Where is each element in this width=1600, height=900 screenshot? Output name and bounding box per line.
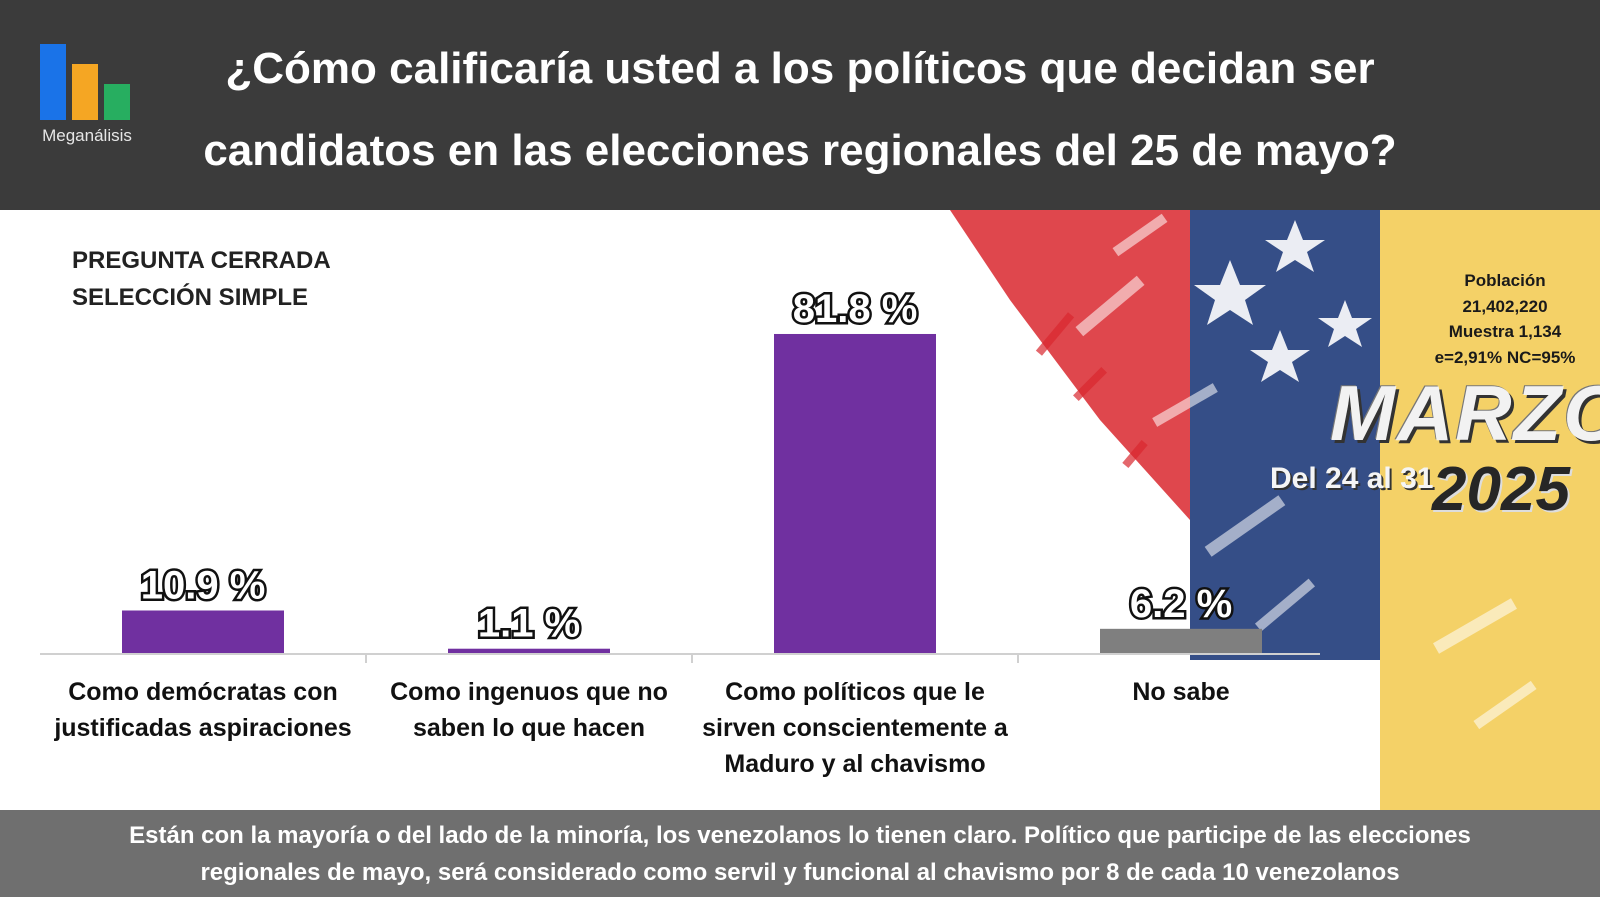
population-label: Población bbox=[1464, 271, 1546, 290]
logo-text: Meganálisis bbox=[42, 126, 132, 145]
bar-value-label-2: 1.1 % bbox=[478, 602, 580, 646]
bar-value-label-4: 6.2 % bbox=[1130, 582, 1232, 626]
category-label-line: justificadas aspiraciones bbox=[54, 714, 352, 742]
question-type-line-2: SELECCIÓN SIMPLE bbox=[72, 284, 309, 311]
category-label-1: Como demócratas con justificadas aspiraci… bbox=[43, 674, 363, 746]
footer-line-1: Están con la mayoría o del lado de la mi… bbox=[129, 822, 1471, 849]
population-value: 21,402,220 bbox=[1462, 296, 1548, 316]
period-month: MARZO bbox=[1330, 369, 1600, 457]
bar-2 bbox=[448, 648, 610, 653]
footer-banner: Están con la mayoría o del lado de la mi… bbox=[0, 810, 1600, 897]
bar-3 bbox=[774, 333, 936, 653]
question-type: PREGUNTA CERRADA SELECCIÓN SIMPLE bbox=[72, 242, 331, 316]
logo-bar-green bbox=[104, 84, 130, 120]
logo-bar-orange bbox=[72, 64, 98, 120]
footer-line-2: regionales de mayo, será considerado com… bbox=[200, 859, 1400, 886]
category-label-line: Como demócratas con bbox=[68, 678, 338, 706]
title-line-2: candidatos en las elecciones regionales … bbox=[203, 126, 1397, 175]
period-year: 2025 bbox=[1432, 455, 1570, 524]
title-line-1: ¿Cómo calificaría usted a los políticos … bbox=[225, 44, 1375, 93]
period-range: Del 24 al 31 bbox=[1270, 462, 1434, 495]
survey-info: Población 21,402,220 Muestra 1,134 e=2,9… bbox=[1410, 268, 1600, 370]
category-label-3: Como políticos que le sirven conscienteme… bbox=[695, 674, 1015, 782]
bar-chart-logo-icon bbox=[36, 40, 136, 120]
category-label-line: No sabe bbox=[1132, 678, 1230, 706]
category-label-line: Como ingenuos que no bbox=[390, 678, 668, 706]
question-type-line-1: PREGUNTA CERRADA bbox=[72, 247, 331, 274]
category-label-line: saben lo que hacen bbox=[412, 714, 645, 742]
bar-1 bbox=[122, 610, 284, 653]
bar-4 bbox=[1100, 628, 1262, 653]
bar-value-label-1: 10.9 % bbox=[141, 563, 266, 607]
category-label-line: sirven conscientemente a bbox=[702, 714, 1008, 742]
category-label-2: Como ingenuos que no saben lo que hacen bbox=[369, 674, 689, 746]
meganalisis-logo: Meganálisis bbox=[36, 40, 146, 150]
category-label-line: Como políticos que le bbox=[725, 678, 985, 706]
sample-size: Muestra 1,134 bbox=[1448, 322, 1562, 341]
chart-title: ¿Cómo calificaría usted a los políticos … bbox=[150, 28, 1450, 192]
logo-bar-blue bbox=[40, 44, 66, 120]
bar-value-label-3: 81.8 % bbox=[793, 287, 918, 331]
category-label-4: No sabe bbox=[1021, 674, 1341, 710]
header-banner: Meganálisis ¿Cómo calificaría usted a lo… bbox=[0, 0, 1600, 210]
category-label-line: Maduro y al chavismo bbox=[724, 750, 986, 778]
error-margin: e=2,91% NC=95% bbox=[1434, 347, 1576, 367]
